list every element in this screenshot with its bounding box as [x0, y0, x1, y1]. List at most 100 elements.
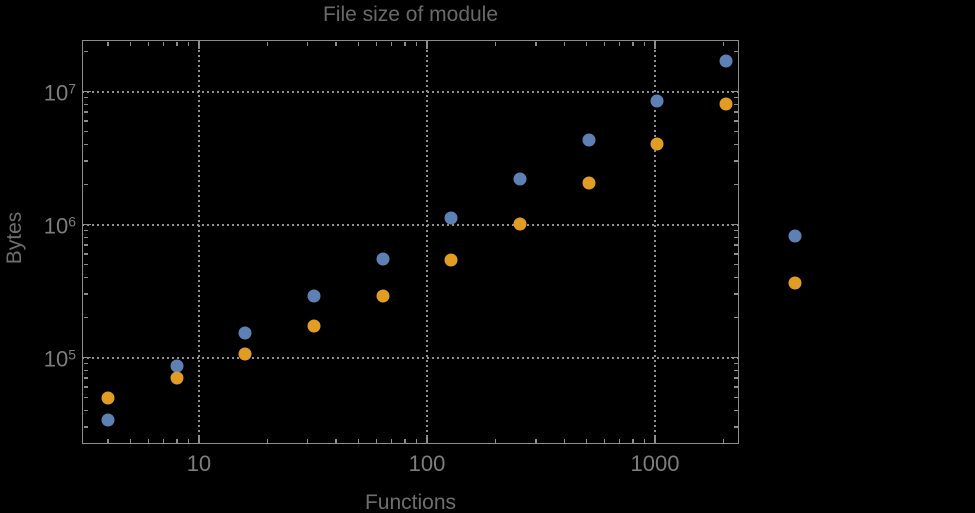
x-minor-tick [563, 41, 566, 46]
y-minor-tick [83, 362, 88, 365]
y-minor-tick [733, 120, 738, 122]
y-minor-tick [83, 103, 88, 106]
x-minor-tick [176, 41, 178, 46]
y-minor-tick [733, 263, 738, 266]
y-minor-tick [733, 276, 738, 279]
data-point-orange [170, 371, 184, 385]
y-minor-tick [83, 396, 88, 399]
y-minor-tick [733, 362, 738, 365]
x-minor-tick [632, 438, 634, 443]
y-minor-tick [733, 253, 738, 255]
y-minor-tick [733, 244, 738, 246]
data-point-orange [307, 319, 321, 333]
x-tick-label: 100 [408, 451, 446, 476]
y-gridline [82, 223, 739, 226]
y-minor-tick [733, 183, 738, 186]
data-point-blue [376, 252, 390, 266]
x-minor-tick [643, 438, 646, 443]
x-minor-tick [375, 438, 378, 443]
x-gridline [654, 40, 657, 444]
y-minor-tick [83, 276, 88, 279]
data-point-blue [719, 54, 733, 68]
x-minor-tick [722, 438, 725, 443]
y-minor-tick [733, 103, 738, 106]
x-minor-tick [494, 438, 497, 443]
x-minor-tick [357, 438, 360, 443]
x-minor-tick [306, 41, 309, 46]
x-major-tick [654, 435, 656, 443]
x-minor-tick [266, 41, 269, 46]
data-point-orange [788, 276, 802, 290]
y-minor-tick [733, 396, 738, 399]
x-minor-tick [643, 41, 646, 46]
y-major-tick [83, 223, 91, 226]
x-minor-tick [335, 438, 337, 443]
y-minor-tick [733, 236, 738, 239]
y-minor-tick [733, 409, 738, 412]
x-minor-tick [390, 41, 393, 46]
y-tick-label: 106 [43, 213, 76, 239]
data-point-orange [650, 137, 664, 151]
y-minor-tick [733, 377, 738, 379]
data-point-blue [444, 211, 458, 225]
x-minor-tick [618, 438, 621, 443]
x-minor-tick [603, 41, 606, 46]
y-minor-tick [83, 120, 88, 122]
data-point-orange [719, 97, 733, 111]
x-tick-label: 1000 [630, 451, 680, 476]
y-minor-tick [83, 369, 88, 372]
x-minor-tick [335, 41, 337, 46]
y-minor-tick [83, 293, 88, 295]
y-minor-tick [83, 160, 88, 162]
data-point-orange [101, 391, 115, 405]
y-minor-tick [83, 377, 88, 379]
data-point-blue [238, 326, 252, 340]
y-minor-tick [733, 229, 738, 232]
x-minor-tick [187, 41, 190, 46]
x-gridline [197, 40, 200, 444]
data-point-orange [513, 217, 527, 231]
y-minor-tick [83, 386, 88, 388]
x-minor-tick [415, 438, 418, 443]
x-minor-tick [585, 41, 588, 46]
x-minor-tick [107, 41, 109, 46]
x-tick-label: 10 [186, 451, 212, 476]
x-minor-tick [585, 438, 588, 443]
y-minor-tick [733, 96, 738, 99]
plot-frame [82, 40, 739, 444]
data-point-blue [101, 413, 115, 427]
x-minor-tick [722, 41, 725, 46]
x-minor-tick [375, 41, 378, 46]
y-minor-tick [83, 143, 88, 146]
x-minor-tick [603, 438, 606, 443]
x-major-tick [654, 41, 656, 49]
y-minor-tick [83, 96, 88, 99]
x-minor-tick [618, 41, 621, 46]
y-minor-tick [733, 160, 738, 162]
y-minor-tick [83, 253, 88, 255]
x-minor-tick [563, 438, 566, 443]
y-gridline [82, 90, 739, 93]
data-point-orange [582, 176, 596, 190]
y-minor-tick [733, 143, 738, 146]
y-minor-tick [733, 426, 738, 428]
x-minor-tick [535, 41, 537, 46]
data-point-blue [170, 359, 184, 373]
x-minor-tick [187, 438, 190, 443]
y-minor-tick [83, 229, 88, 232]
y-minor-tick [83, 263, 88, 266]
y-tick-label: 105 [43, 346, 76, 372]
x-minor-tick [266, 438, 269, 443]
y-minor-tick [83, 244, 88, 246]
y-minor-tick [83, 183, 88, 186]
y-tick-label: 107 [43, 80, 76, 106]
y-gridline [82, 356, 739, 359]
chart-title: File size of module [322, 3, 499, 26]
y-minor-tick [83, 236, 88, 239]
y-major-tick [730, 356, 738, 359]
data-point-orange [376, 289, 390, 303]
x-minor-tick [494, 41, 497, 46]
y-minor-tick [83, 111, 88, 113]
y-minor-tick [733, 386, 738, 388]
